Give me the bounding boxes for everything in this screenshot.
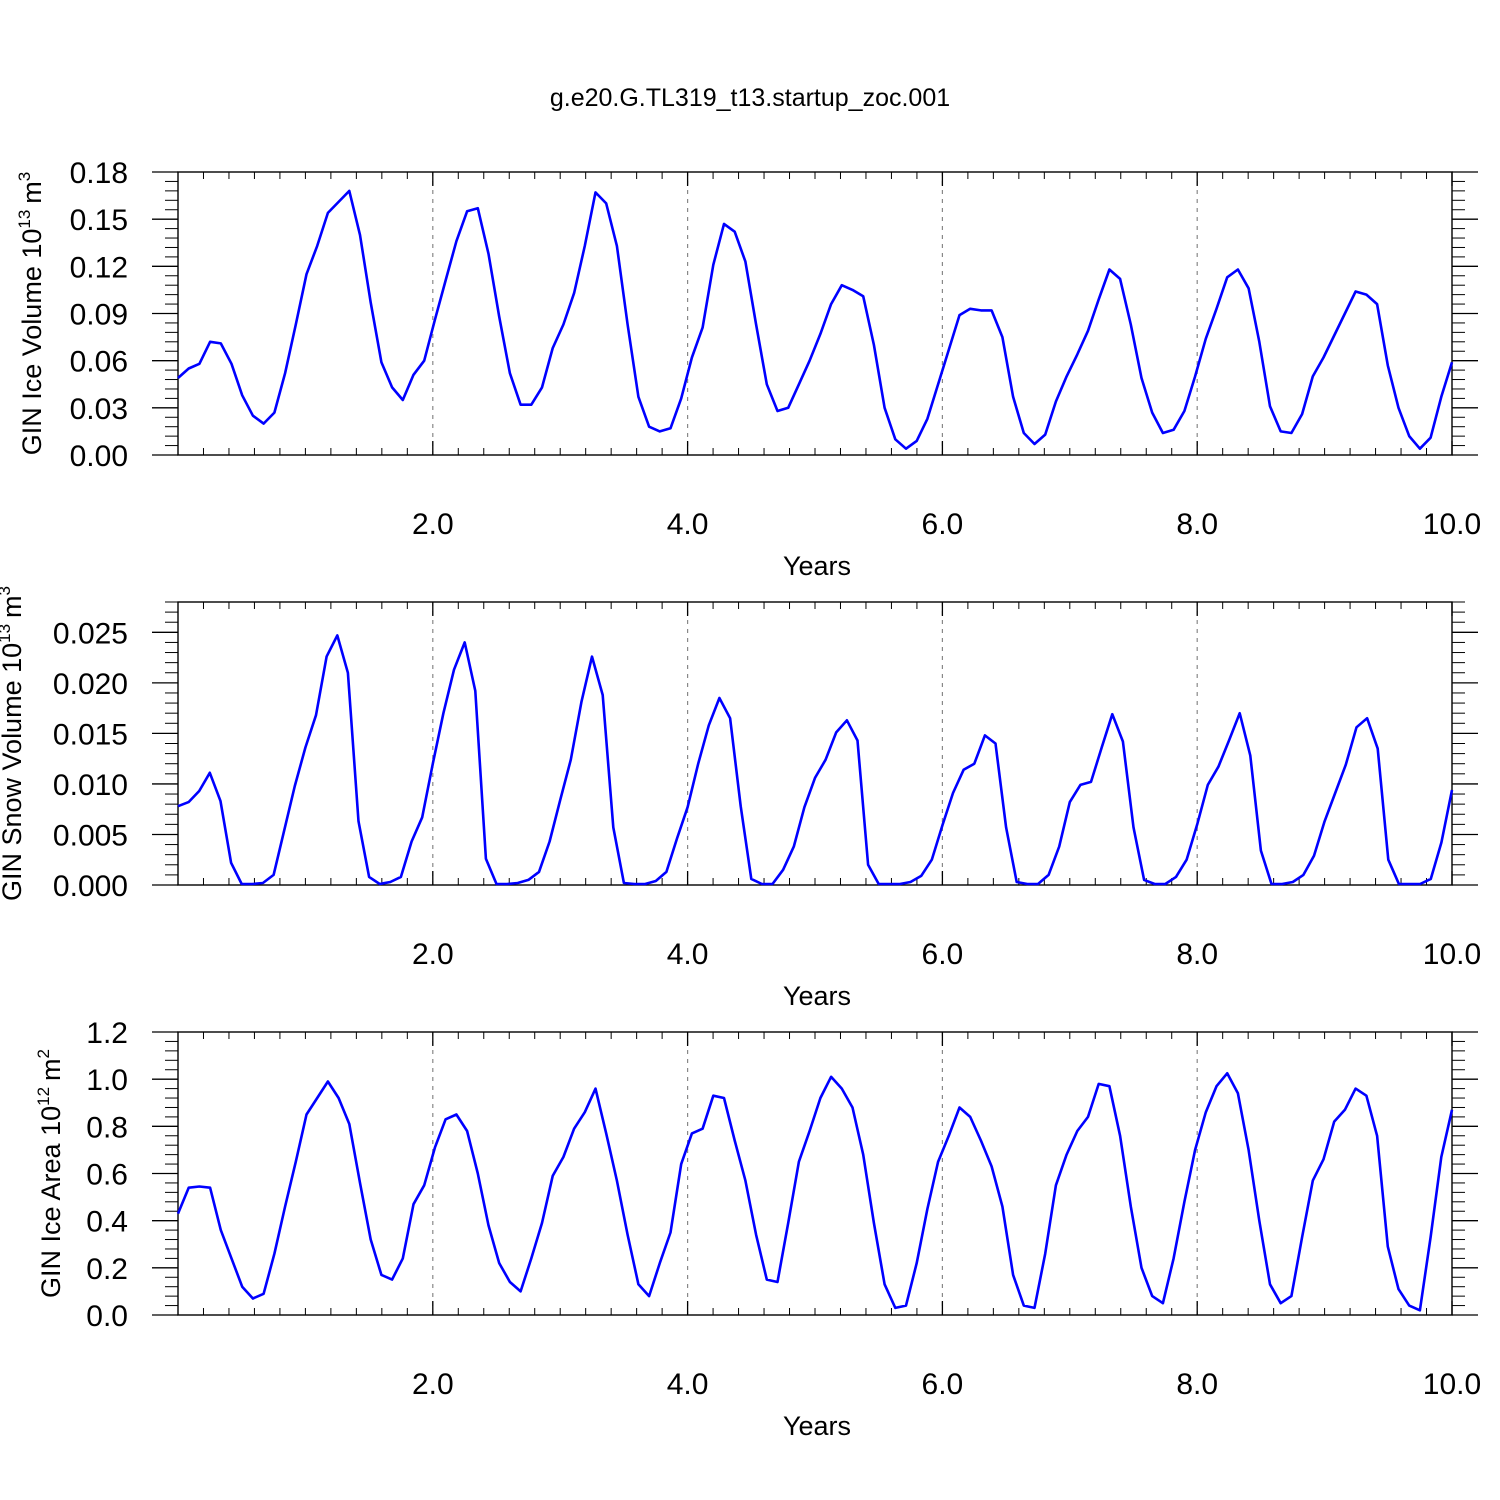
y-axis-label: GIN Ice Volume 1013 m3 (15, 172, 47, 456)
y-axis-label-unit-exponent: 3 (0, 586, 14, 595)
y-tick-label: 0.2 (86, 1253, 128, 1286)
x-tick-label: 4.0 (667, 1368, 709, 1401)
y-tick-label: 0.09 (70, 299, 128, 332)
x-tick-label: 10.0 (1423, 508, 1481, 541)
x-tick-label: 10.0 (1423, 1368, 1481, 1401)
x-tick-label: 8.0 (1176, 1368, 1218, 1401)
x-tick-label: 4.0 (667, 508, 709, 541)
x-axis-label: Years (783, 551, 851, 581)
y-tick-label: 0.6 (86, 1159, 128, 1192)
x-tick-label: 6.0 (922, 508, 964, 541)
y-axis-label-unit: m (0, 595, 27, 618)
y-tick-label: 1.2 (86, 1017, 128, 1050)
x-tick-label: 4.0 (667, 938, 709, 971)
y-tick-label: 0.8 (86, 1111, 128, 1144)
y-axis-label: GIN Snow Volume 1013 m3 (0, 586, 27, 901)
y-tick-label: 0.00 (70, 440, 128, 473)
series-line (176, 1072, 1454, 1312)
y-tick-label: 0.010 (53, 769, 128, 802)
y-tick-label: 0.020 (53, 668, 128, 701)
y-axis-label-unit-exponent: 3 (15, 172, 34, 181)
y-axis-label-unit-exponent: 2 (34, 1049, 53, 1058)
y-axis-label-exponent: 13 (0, 624, 14, 643)
y-axis-label-text: GIN Snow Volume 10 (0, 643, 27, 901)
plot-frame (177, 1031, 1453, 1316)
y-axis-label-exponent: 12 (34, 1087, 53, 1106)
y-tick-label: 0.12 (70, 251, 128, 284)
y-tick-label: 0.0 (86, 1300, 128, 1333)
chart-panel-2: 2.0 4.0 6.0 8.0 10.0 0.000 0.005 0.010 0.015 0.02… (0, 586, 1481, 1011)
chart-panel-3: 2.0 4.0 6.0 8.0 10.0 0.0 0.2 0.4 0.6 0.8 1.0 1.2 Yea… (34, 1017, 1481, 1441)
y-tick-label: 1.0 (86, 1064, 128, 1097)
y-axis-label-unit: m (17, 181, 47, 204)
y-tick-label: 0.025 (53, 617, 128, 650)
series-line (177, 634, 1454, 886)
y-axis-label-exponent: 13 (15, 210, 34, 229)
y-axis-label-text: GIN Ice Volume 10 (17, 229, 47, 456)
y-tick-label: 0.03 (70, 393, 128, 426)
x-axis-label: Years (783, 1411, 851, 1441)
x-axis-label: Years (783, 981, 851, 1011)
y-tick-label: 0.4 (86, 1206, 128, 1239)
x-tick-label: 6.0 (922, 1368, 964, 1401)
y-axis-label-unit: m (36, 1058, 66, 1081)
y-tick-label: 0.005 (53, 819, 128, 852)
x-tick-label: 8.0 (1176, 508, 1218, 541)
x-tick-label: 8.0 (1176, 938, 1218, 971)
y-axis-label-text: GIN Ice Area 10 (36, 1106, 66, 1298)
y-tick-label: 0.000 (53, 870, 128, 903)
x-tick-label: 10.0 (1423, 938, 1481, 971)
y-axis-label: GIN Ice Area 1012 m2 (34, 1049, 66, 1298)
x-tick-label: 2.0 (412, 938, 454, 971)
figure-title: g.e20.G.TL319_t13.startup_zoc.001 (550, 84, 950, 112)
x-tick-label: 2.0 (412, 508, 454, 541)
y-tick-label: 0.18 (70, 157, 128, 190)
series-line (177, 189, 1454, 451)
x-tick-label: 6.0 (922, 938, 964, 971)
plot-frame (177, 171, 1453, 456)
plot-frame (177, 601, 1453, 886)
y-tick-label: 0.015 (53, 718, 128, 751)
y-tick-label: 0.15 (70, 204, 128, 237)
chart-panel-1: 2.0 4.0 6.0 8.0 10.0 0.00 0.03 0.06 0.09 0.12 0.15… (15, 157, 1481, 581)
x-tick-label: 2.0 (412, 1368, 454, 1401)
y-tick-label: 0.06 (70, 346, 128, 379)
